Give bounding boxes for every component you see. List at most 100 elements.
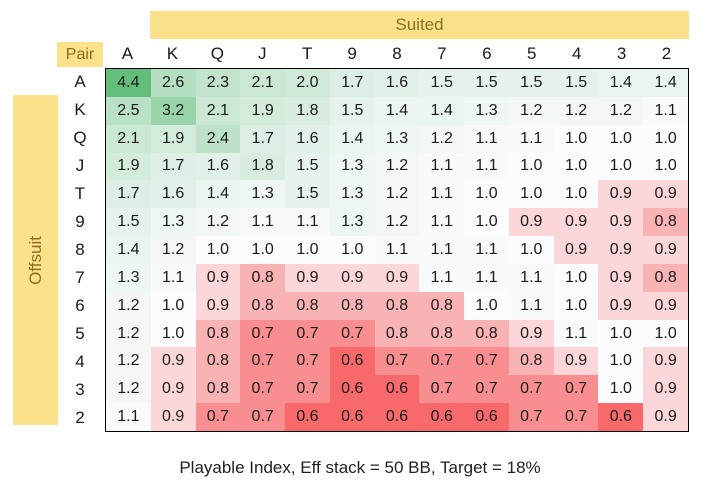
cell-76[interactable]: 1.1 (464, 263, 509, 292)
col-header-7[interactable]: 7 (437, 44, 447, 63)
cell-87[interactable]: 1.1 (419, 236, 465, 264)
col-header-K[interactable]: K (166, 44, 179, 63)
cell-5J[interactable]: 0.7 (240, 319, 286, 348)
col-header-6[interactable]: 6 (482, 44, 492, 63)
cell-K5[interactable]: 1.2 (508, 96, 554, 125)
cell-A8[interactable]: 1.6 (374, 69, 420, 97)
cell-72[interactable]: 0.8 (643, 263, 688, 292)
cell-7Q[interactable]: 0.9 (195, 263, 241, 292)
row-header-2[interactable]: 2 (75, 408, 85, 427)
row-header-8[interactable]: 8 (75, 240, 85, 259)
cell-8A[interactable]: 1.4 (106, 236, 151, 264)
row-header-T[interactable]: T (74, 184, 86, 203)
cell-TA[interactable]: 1.7 (106, 180, 151, 209)
cell-32[interactable]: 0.9 (643, 375, 688, 404)
cell-JJ[interactable]: 1.8 (240, 152, 286, 181)
cell-74[interactable]: 1.0 (553, 263, 599, 292)
cell-6T[interactable]: 0.8 (285, 291, 330, 320)
col-header-8[interactable]: 8 (392, 44, 402, 63)
cell-26[interactable]: 0.6 (464, 403, 509, 431)
row-header-A[interactable]: A (74, 72, 86, 91)
cell-AJ[interactable]: 2.1 (240, 69, 286, 97)
cell-25[interactable]: 0.7 (508, 403, 554, 431)
cell-Q4[interactable]: 1.0 (553, 124, 599, 153)
cell-85[interactable]: 1.0 (508, 236, 554, 264)
cell-JQ[interactable]: 1.6 (195, 152, 241, 181)
cell-AT[interactable]: 2.0 (285, 69, 330, 97)
cell-6Q[interactable]: 0.9 (195, 291, 241, 320)
cell-KA[interactable]: 2.5 (106, 96, 151, 125)
cell-52[interactable]: 1.0 (643, 319, 688, 348)
cell-49[interactable]: 0.6 (329, 347, 375, 376)
cell-TT[interactable]: 1.5 (285, 180, 330, 209)
cell-48[interactable]: 0.7 (374, 347, 420, 376)
cell-46[interactable]: 0.7 (464, 347, 509, 376)
cell-33[interactable]: 1.0 (598, 375, 644, 404)
cell-TK[interactable]: 1.6 (150, 180, 196, 209)
cell-K7[interactable]: 1.4 (419, 96, 465, 125)
cell-44[interactable]: 0.9 (553, 347, 599, 376)
row-header-7[interactable]: 7 (75, 268, 85, 287)
cell-39[interactable]: 0.6 (329, 375, 375, 404)
cell-JT[interactable]: 1.5 (285, 152, 330, 181)
cell-9Q[interactable]: 1.2 (195, 208, 241, 237)
cell-J6[interactable]: 1.1 (464, 152, 509, 181)
cell-T4[interactable]: 1.0 (553, 180, 599, 209)
cell-AQ[interactable]: 2.3 (195, 69, 241, 97)
cell-8J[interactable]: 1.0 (240, 236, 286, 264)
cell-T2[interactable]: 0.9 (643, 180, 688, 209)
cell-77[interactable]: 1.1 (419, 263, 465, 292)
cell-J5[interactable]: 1.0 (508, 152, 554, 181)
cell-Q2[interactable]: 1.0 (643, 124, 688, 153)
cell-4T[interactable]: 0.7 (285, 347, 330, 376)
cell-78[interactable]: 0.9 (374, 263, 420, 292)
cell-56[interactable]: 0.8 (464, 319, 509, 348)
cell-3T[interactable]: 0.7 (285, 375, 330, 404)
cell-22[interactable]: 0.9 (643, 403, 688, 431)
cell-KT[interactable]: 1.8 (285, 96, 330, 125)
cell-67[interactable]: 0.8 (419, 291, 465, 320)
cell-AK[interactable]: 2.6 (150, 69, 196, 97)
col-header-T[interactable]: T (301, 44, 313, 63)
cell-K9[interactable]: 1.5 (329, 96, 375, 125)
cell-A3[interactable]: 1.4 (598, 69, 644, 97)
col-header-A[interactable]: A (121, 44, 134, 63)
cell-A9[interactable]: 1.7 (329, 69, 375, 97)
cell-Q6[interactable]: 1.1 (464, 124, 509, 153)
cell-K3[interactable]: 1.2 (598, 96, 644, 125)
cell-58[interactable]: 0.8 (374, 319, 420, 348)
cell-Q5[interactable]: 1.1 (508, 124, 554, 153)
cell-83[interactable]: 0.9 (598, 236, 644, 264)
cell-3J[interactable]: 0.7 (240, 375, 286, 404)
cell-5K[interactable]: 1.0 (150, 319, 196, 348)
cell-68[interactable]: 0.8 (374, 291, 420, 320)
col-header-3[interactable]: 3 (616, 44, 627, 63)
cell-9T[interactable]: 1.1 (285, 208, 330, 237)
cell-J3[interactable]: 1.0 (598, 152, 644, 181)
cell-Q8[interactable]: 1.3 (374, 124, 420, 153)
cell-7A[interactable]: 1.3 (106, 263, 151, 292)
col-header-9[interactable]: 9 (347, 44, 357, 63)
col-header-Q[interactable]: Q (210, 44, 224, 63)
cell-K6[interactable]: 1.3 (464, 96, 509, 125)
cell-3A[interactable]: 1.2 (106, 375, 151, 404)
cell-A6[interactable]: 1.5 (464, 69, 509, 97)
cell-KK[interactable]: 3.2 (150, 96, 196, 125)
cell-43[interactable]: 1.0 (598, 347, 644, 376)
cell-J8[interactable]: 1.2 (374, 152, 420, 181)
cell-Q3[interactable]: 1.0 (598, 124, 644, 153)
col-header-2[interactable]: 2 (661, 44, 672, 63)
cell-2Q[interactable]: 0.7 (195, 403, 241, 431)
cell-2K[interactable]: 0.9 (150, 403, 196, 431)
row-header-K[interactable]: K (74, 100, 86, 119)
cell-AA[interactable]: 4.4 (106, 69, 151, 97)
cell-57[interactable]: 0.8 (419, 319, 465, 348)
cell-8T[interactable]: 1.0 (285, 236, 330, 264)
cell-T5[interactable]: 1.0 (508, 180, 554, 209)
cell-T6[interactable]: 1.0 (464, 180, 509, 209)
cell-K2[interactable]: 1.1 (643, 96, 688, 125)
cell-5T[interactable]: 0.7 (285, 319, 330, 348)
row-header-6[interactable]: 6 (75, 296, 85, 315)
row-header-Q[interactable]: Q (73, 128, 87, 147)
cell-9A[interactable]: 1.5 (106, 208, 151, 237)
